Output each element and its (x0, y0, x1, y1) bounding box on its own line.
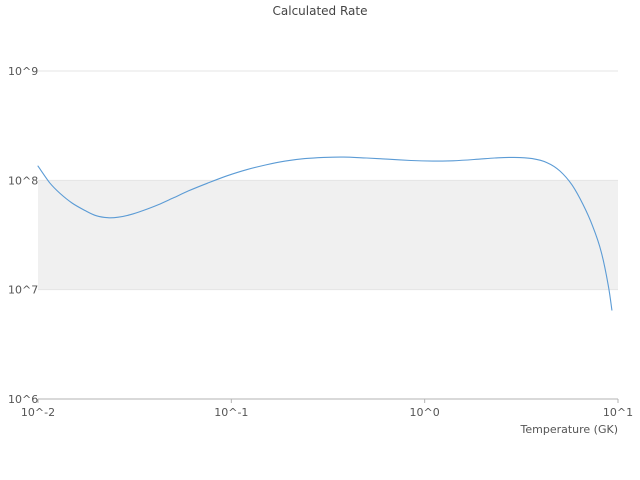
x-axis-label: Temperature (GK) (520, 423, 619, 436)
x-tick-label-0: 10^-2 (21, 406, 55, 419)
x-tick-label-2: 10^0 (410, 406, 440, 419)
y-tick-label-1: 10^8 (8, 174, 38, 187)
y-tick-label-2: 10^7 (8, 284, 38, 297)
y-tick-label-0: 10^9 (8, 65, 38, 78)
x-tick-label-3: 10^1 (603, 406, 633, 419)
chart-title: Calculated Rate (272, 4, 368, 18)
rate-line (37, 156, 613, 311)
x-tick-label-1: 10^-1 (214, 406, 248, 419)
y-tick-label-3: 10^6 (8, 393, 38, 406)
shaded-band (38, 180, 618, 290)
